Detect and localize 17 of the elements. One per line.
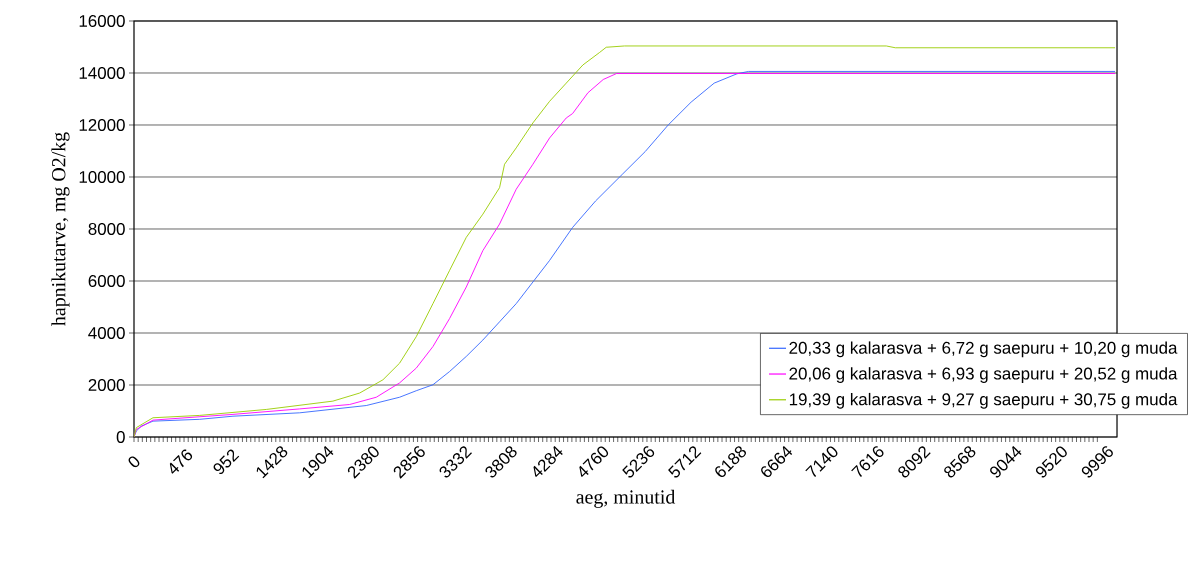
y-tick-label: 8000 [88, 223, 125, 235]
y-tick-label: 6000 [88, 275, 125, 287]
y-tick-label: 16000 [79, 15, 125, 27]
x-tick-label: 0 [128, 456, 140, 468]
x-tick-label: 476 [169, 449, 193, 474]
x-axis-title: aeg, minutid [576, 489, 676, 508]
y-tick-label: 12000 [79, 119, 125, 131]
y-tick-label: 10000 [79, 171, 125, 183]
y-tick-label: 14000 [79, 67, 125, 79]
x-tick-label: 952 [213, 449, 240, 475]
y-tick-label: 4000 [88, 327, 125, 339]
legend-label: 20,33 g kalarasva + 6,72 g saepuru + 10,20 g muda [789, 341, 1178, 358]
y-axis-title: hapnikutarve, mg O2/kg [51, 132, 70, 326]
legend-label: 20,06 g kalarasva + 6,93 g saepuru + 20,52 g muda [789, 367, 1178, 383]
y-tick-label: 0 [116, 431, 125, 443]
legend-label: 19,39 g kalarasva + 9,27 g saepuru + 30,75 g muda [789, 392, 1178, 409]
y-tick-label: 2000 [88, 379, 125, 391]
